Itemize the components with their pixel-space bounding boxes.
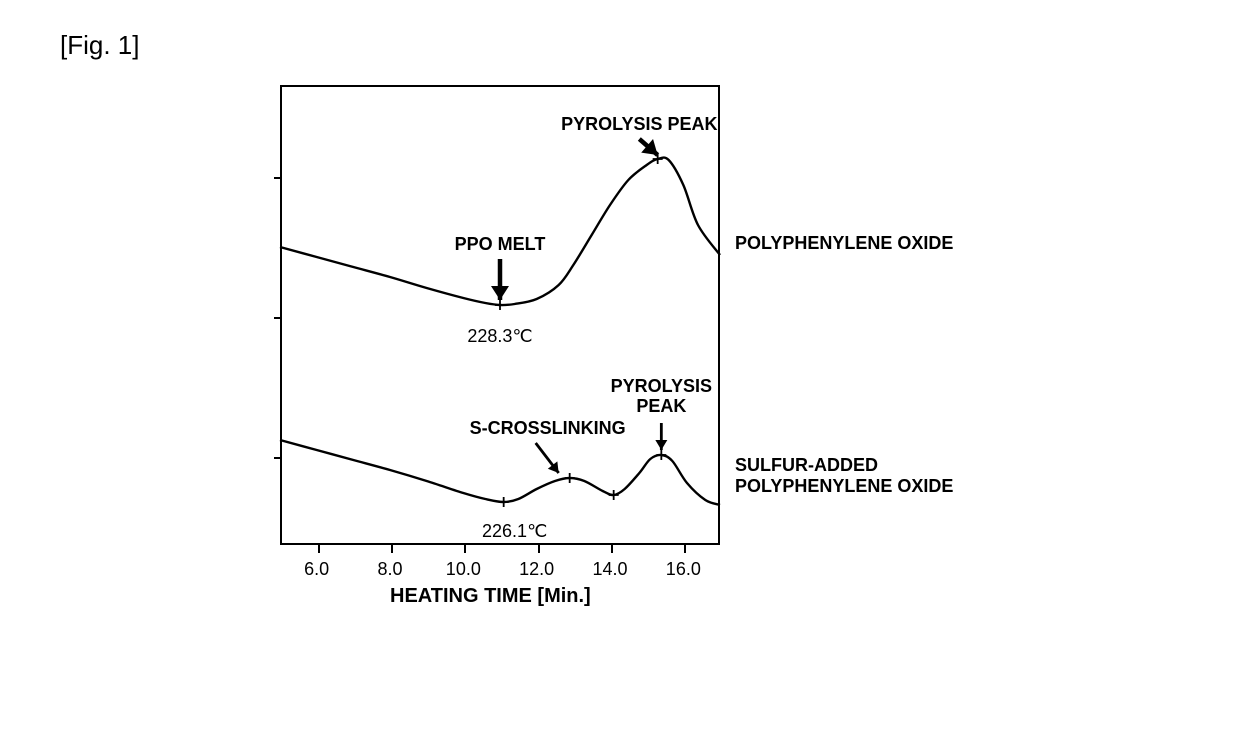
annotation-label: PPO MELT — [455, 235, 546, 255]
x-tick-label: 6.0 — [304, 559, 329, 580]
series-label: SULFUR-ADDED POLYPHENYLENE OXIDE — [735, 455, 953, 496]
value-label: 228.3℃ — [467, 327, 532, 347]
arrow-icon — [639, 139, 657, 155]
x-axis-title: HEATING TIME [Min.] — [390, 585, 591, 608]
series-curve — [280, 440, 720, 505]
cross-marker — [499, 497, 509, 507]
cross-marker — [656, 450, 666, 460]
x-tick-label: 12.0 — [519, 559, 554, 580]
figure-label: [Fig. 1] — [60, 30, 139, 61]
x-tick-label: 10.0 — [446, 559, 481, 580]
annotation-label: PYROLYSIS PEAK — [561, 115, 717, 135]
cross-marker — [495, 300, 505, 310]
value-label: 226.1℃ — [482, 522, 547, 542]
x-tick-label: 16.0 — [666, 559, 701, 580]
series-label: POLYPHENYLENE OXIDE — [735, 233, 953, 254]
cross-marker — [653, 154, 663, 164]
cross-marker — [565, 473, 575, 483]
arrow-icon — [655, 423, 667, 450]
cross-marker — [609, 490, 619, 500]
arrow-icon — [536, 443, 559, 473]
x-tick-label: 14.0 — [592, 559, 627, 580]
x-tick-label: 8.0 — [377, 559, 402, 580]
annotation-label: PYROLYSIS PEAK — [611, 377, 712, 417]
arrow-icon — [491, 259, 509, 300]
annotation-label: S-CROSSLINKING — [470, 419, 626, 439]
